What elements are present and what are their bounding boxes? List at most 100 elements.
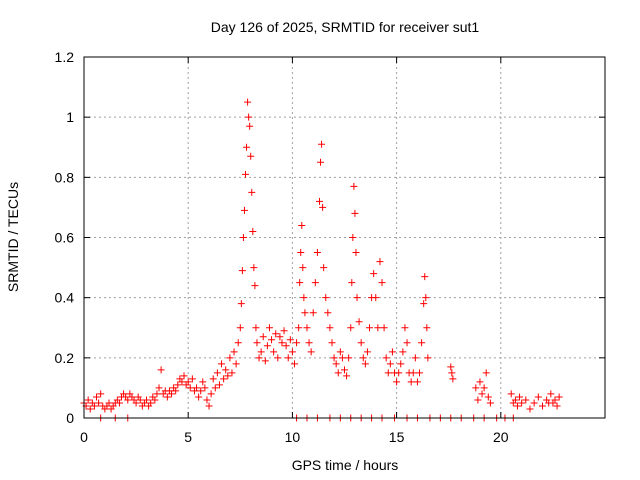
data-point — [213, 369, 221, 377]
data-point — [343, 372, 351, 380]
data-point — [518, 399, 526, 407]
data-point — [307, 348, 315, 356]
data-point — [332, 360, 340, 368]
data-point — [420, 300, 428, 308]
data-point — [248, 188, 256, 196]
data-point — [93, 393, 101, 401]
data-point — [449, 375, 457, 383]
data-point — [399, 348, 407, 356]
data-point — [282, 342, 290, 350]
data-point — [334, 369, 342, 377]
data-point — [355, 318, 363, 326]
data-point — [265, 324, 273, 332]
data-point — [195, 393, 203, 401]
x-tick-label: 0 — [80, 429, 88, 445]
data-point — [372, 294, 380, 302]
data-point — [172, 387, 180, 395]
data-point — [232, 360, 240, 368]
y-tick-label: 0.6 — [55, 230, 75, 246]
data-point — [351, 209, 359, 217]
data-point — [259, 333, 267, 341]
data-point — [382, 354, 390, 362]
data-point — [330, 354, 338, 362]
data-point — [380, 324, 388, 332]
data-point — [124, 396, 132, 404]
data-point — [530, 399, 538, 407]
data-point — [247, 152, 255, 160]
data-point — [280, 327, 288, 335]
data-point — [252, 324, 260, 332]
data-point — [384, 369, 392, 377]
data-point — [353, 294, 361, 302]
data-point — [513, 402, 521, 410]
data-point — [424, 354, 432, 362]
data-point — [300, 294, 308, 302]
data-point — [290, 360, 298, 368]
data-point — [338, 354, 346, 362]
data-point — [407, 378, 415, 386]
data-point — [547, 390, 555, 398]
data-point — [220, 375, 228, 383]
data-point — [226, 354, 234, 362]
data-point — [236, 324, 244, 332]
y-tick-label: 0.8 — [55, 169, 75, 185]
data-point — [276, 333, 284, 341]
data-point — [318, 140, 326, 148]
data-point — [522, 396, 530, 404]
data-point — [370, 270, 378, 278]
data-point — [157, 366, 165, 374]
data-point — [296, 279, 304, 287]
data-point — [324, 309, 332, 317]
data-point — [211, 384, 219, 392]
data-point — [245, 113, 253, 121]
data-point — [237, 300, 245, 308]
x-axis-ticks: 0 5 10 15 20 — [80, 57, 509, 445]
data-point — [386, 360, 394, 368]
data-point — [238, 267, 246, 275]
data-point — [347, 324, 355, 332]
data-point — [84, 396, 92, 404]
data-point — [309, 309, 317, 317]
data-point — [376, 258, 384, 266]
data-point — [268, 336, 276, 344]
data-point — [228, 369, 236, 377]
data-point — [423, 324, 431, 332]
x-tick-label: 20 — [493, 429, 509, 445]
data-point — [357, 339, 365, 347]
data-point — [422, 294, 430, 302]
data-point — [199, 378, 207, 386]
data-point — [293, 339, 301, 347]
data-point — [555, 393, 563, 401]
data-point — [538, 402, 546, 410]
data-point — [388, 348, 396, 356]
data-point — [180, 372, 188, 380]
data-point — [409, 369, 417, 377]
data-point — [284, 354, 292, 362]
data-point — [295, 324, 303, 332]
data-point — [319, 203, 327, 211]
data-point — [136, 396, 144, 404]
data-point — [484, 393, 492, 401]
grid-lines — [84, 57, 605, 418]
data-point — [251, 282, 259, 290]
data-point — [320, 264, 328, 272]
data-point — [230, 348, 238, 356]
data-point — [397, 360, 405, 368]
data-point — [315, 197, 323, 205]
data-point — [174, 381, 182, 389]
y-tick-label: 0.4 — [55, 290, 75, 306]
data-point — [359, 354, 367, 362]
data-point — [155, 384, 163, 392]
data-point — [349, 234, 357, 241]
data-point — [472, 384, 480, 392]
data-point — [411, 354, 419, 362]
data-point — [215, 381, 223, 389]
data-point — [255, 354, 263, 362]
data-point — [421, 273, 429, 281]
data-point — [168, 390, 176, 398]
data-point — [257, 348, 265, 356]
data-point — [218, 360, 226, 368]
data-point — [486, 399, 494, 407]
data-point — [401, 324, 409, 332]
